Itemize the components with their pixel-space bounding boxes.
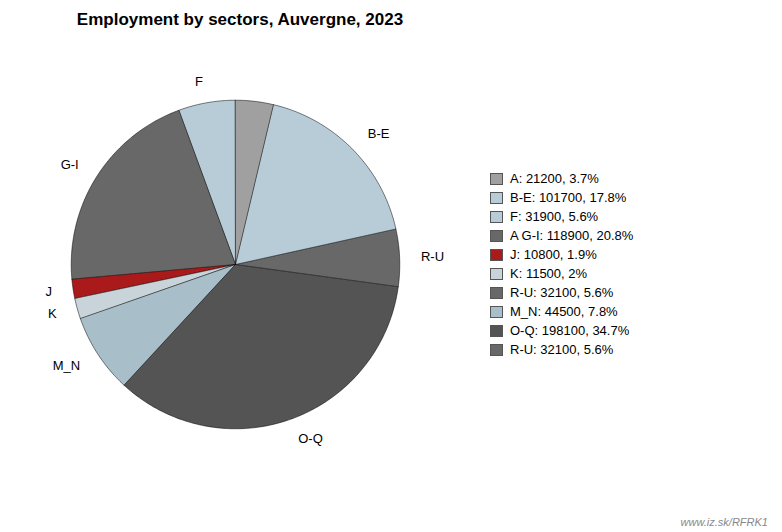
- html-text:M_N: 44500, 7.8%: M_N: 44500, 7.8%: [510, 304, 618, 319]
- html-text:R-U: 32100, 5.6%: R-U: 32100, 5.6%: [510, 342, 614, 357]
- html-text:K: 11500, 2%: K: 11500, 2%: [510, 266, 588, 281]
- svg-text:F: F: [195, 74, 203, 89]
- html-text:J: 10800, 1.9%: J: 10800, 1.9%: [510, 247, 597, 262]
- svg-text:B-E: B-E: [368, 126, 390, 141]
- html-text:www.iz.sk/RFRK1: www.iz.sk/RFRK1: [680, 516, 768, 528]
- html-text:F: 31900, 5.6%: F: 31900, 5.6%: [510, 209, 599, 224]
- html-text:A: 21200, 3.7%: A: 21200, 3.7%: [510, 171, 599, 186]
- svg-text:M_N: M_N: [53, 358, 80, 373]
- html-text:Employment by sectors, Auvergn: Employment by sectors, Auvergne, 2023: [76, 10, 404, 29]
- svg-text:G-I: G-I: [61, 157, 79, 172]
- svg-text:K: K: [48, 306, 57, 321]
- html-text:R-U: 32100, 5.6%: R-U: 32100, 5.6%: [510, 285, 614, 300]
- svg-text:O-Q: O-Q: [298, 431, 323, 446]
- svg-text:J: J: [45, 284, 52, 299]
- html-text:B-E: 101700, 17.8%: B-E: 101700, 17.8%: [510, 190, 627, 205]
- html-text:O-Q: 198100, 34.7%: O-Q: 198100, 34.7%: [510, 323, 630, 338]
- html-text:A G-I: 118900, 20.8%: A G-I: 118900, 20.8%: [510, 228, 634, 243]
- svg-text:R-U: R-U: [421, 249, 444, 264]
